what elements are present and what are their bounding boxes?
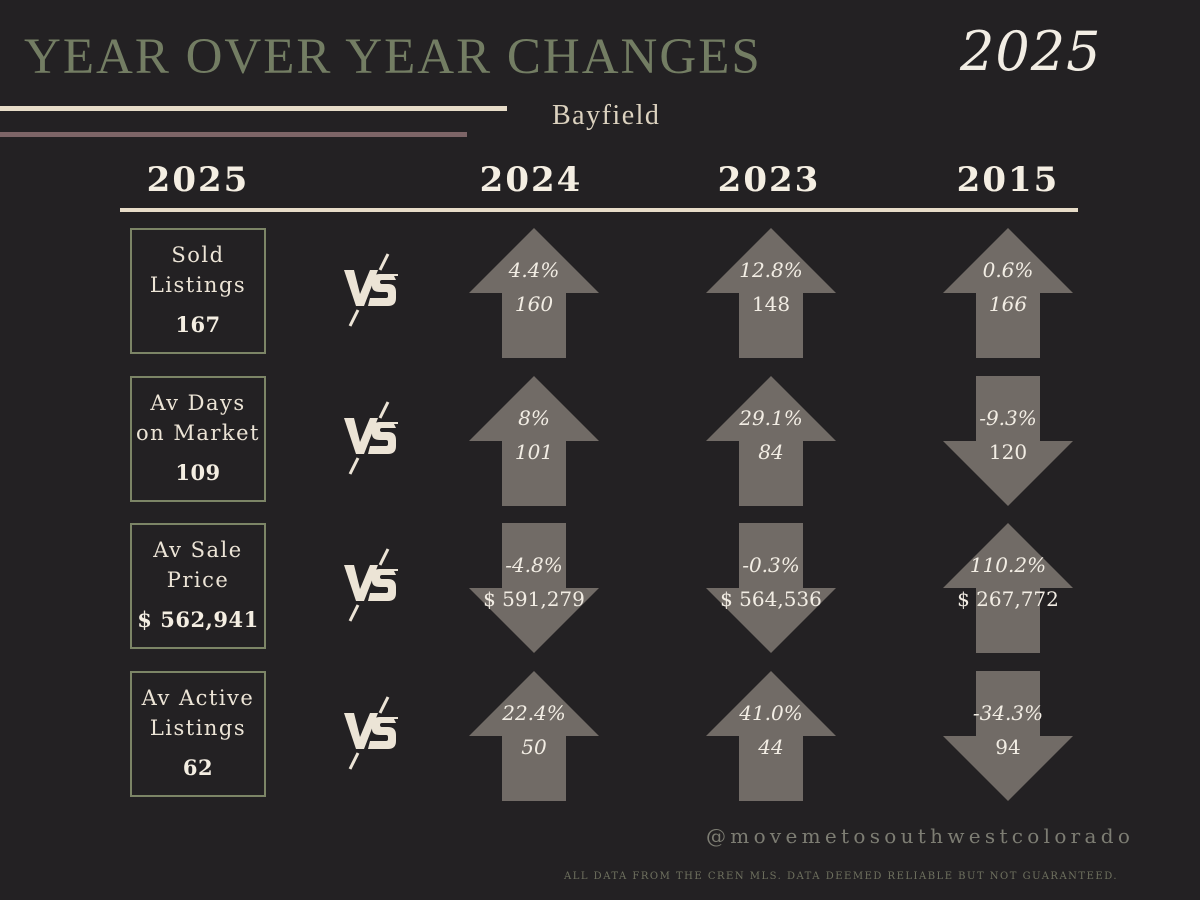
- arrow-down-icon: [469, 523, 599, 653]
- comparison-value: 94: [995, 735, 1021, 759]
- header-divider-cream: [0, 106, 507, 111]
- comparison-cell-2024: 8% 101: [469, 376, 599, 506]
- percent-change: -34.3%: [972, 701, 1044, 725]
- report-year: 2025: [960, 20, 1102, 83]
- social-handle: @movemetosouthwestcolorado: [706, 824, 1135, 848]
- percent-change: -9.3%: [979, 406, 1037, 430]
- comparison-value: 84: [758, 440, 784, 464]
- arrow-up-icon: [706, 376, 836, 506]
- metric-current-value: 62: [182, 755, 214, 780]
- comparison-cell-2024: -4.8% $ 591,279: [469, 523, 599, 653]
- versus-marker: [340, 396, 400, 480]
- arrow-up-icon: [706, 671, 836, 801]
- metric-label: Av Sale Price: [153, 538, 243, 592]
- metric-current-value: $ 562,941: [137, 607, 259, 632]
- page-title: YEAR OVER YEAR CHANGES: [24, 29, 762, 85]
- column-heading-2023: 2023: [717, 160, 821, 200]
- comparison-cell-2015: 110.2% $ 267,772: [943, 523, 1073, 653]
- percent-change: 29.1%: [739, 406, 803, 430]
- metric-label: Av Days on Market: [136, 391, 260, 445]
- metric-label: Av Active Listings: [141, 686, 255, 740]
- metric-card: Sold Listings 167: [130, 228, 266, 354]
- comparison-cell-2015: -34.3% 94: [943, 671, 1073, 801]
- versus-icon: [344, 548, 398, 622]
- arrow-up-icon: [469, 376, 599, 506]
- arrow-down-icon: [943, 671, 1073, 801]
- metric-label: Sold Listings: [149, 243, 247, 297]
- comparison-value: $ 591,279: [483, 587, 585, 611]
- comparison-cell-2015: 0.6% 166: [943, 228, 1073, 358]
- comparison-cell-2023: 41.0% 44: [706, 671, 836, 801]
- metric-current-value: 109: [175, 460, 221, 485]
- versus-marker: [340, 543, 400, 627]
- percent-change: 41.0%: [739, 701, 803, 725]
- percent-change: 4.4%: [508, 258, 560, 282]
- versus-icon: [344, 253, 398, 327]
- metric-card: Av Active Listings 62: [130, 671, 266, 797]
- comparison-value: 50: [521, 735, 547, 759]
- arrow-up-icon: [469, 228, 599, 358]
- versus-icon: [344, 696, 398, 770]
- percent-change: -4.8%: [505, 553, 563, 577]
- arrow-up-icon: [943, 523, 1073, 653]
- comparison-value: $ 267,772: [957, 587, 1059, 611]
- versus-marker: [340, 691, 400, 775]
- comparison-value: 101: [514, 440, 554, 464]
- column-heading-current: 2025: [146, 160, 250, 200]
- comparison-cell-2023: 29.1% 84: [706, 376, 836, 506]
- arrow-up-icon: [943, 228, 1073, 358]
- metric-card: Av Days on Market 109: [130, 376, 266, 502]
- percent-change: 110.2%: [969, 553, 1047, 577]
- arrow-up-icon: [469, 671, 599, 801]
- versus-marker: [340, 248, 400, 332]
- arrow-up-icon: [706, 228, 836, 358]
- comparison-cell-2024: 22.4% 50: [469, 671, 599, 801]
- comparison-value: 120: [988, 440, 1028, 464]
- header-divider-mauve: [0, 132, 467, 137]
- arrow-down-icon: [706, 523, 836, 653]
- column-heading-divider: [120, 208, 1078, 212]
- comparison-cell-2024: 4.4% 160: [469, 228, 599, 358]
- comparison-cell-2023: -0.3% $ 564,536: [706, 523, 836, 653]
- versus-icon: [344, 401, 398, 475]
- metric-current-value: 167: [175, 312, 221, 337]
- percent-change: 0.6%: [982, 258, 1034, 282]
- comparison-value: 44: [758, 735, 784, 759]
- data-disclaimer: ALL DATA FROM THE CREN MLS. DATA DEEMED …: [564, 871, 1119, 882]
- column-heading-2024: 2024: [479, 160, 583, 200]
- comparison-value: 160: [514, 292, 554, 316]
- percent-change: 22.4%: [502, 701, 566, 725]
- comparison-value: 148: [751, 292, 791, 316]
- comparison-value: $ 564,536: [720, 587, 822, 611]
- column-heading-2015: 2015: [956, 160, 1060, 200]
- metric-card: Av Sale Price $ 562,941: [130, 523, 266, 649]
- arrow-down-icon: [943, 376, 1073, 506]
- location-name: Bayfield: [552, 100, 661, 131]
- comparison-cell-2023: 12.8% 148: [706, 228, 836, 358]
- comparison-cell-2015: -9.3% 120: [943, 376, 1073, 506]
- percent-change: -0.3%: [742, 553, 800, 577]
- comparison-value: 166: [988, 292, 1028, 316]
- percent-change: 8%: [518, 406, 550, 430]
- percent-change: 12.8%: [739, 258, 803, 282]
